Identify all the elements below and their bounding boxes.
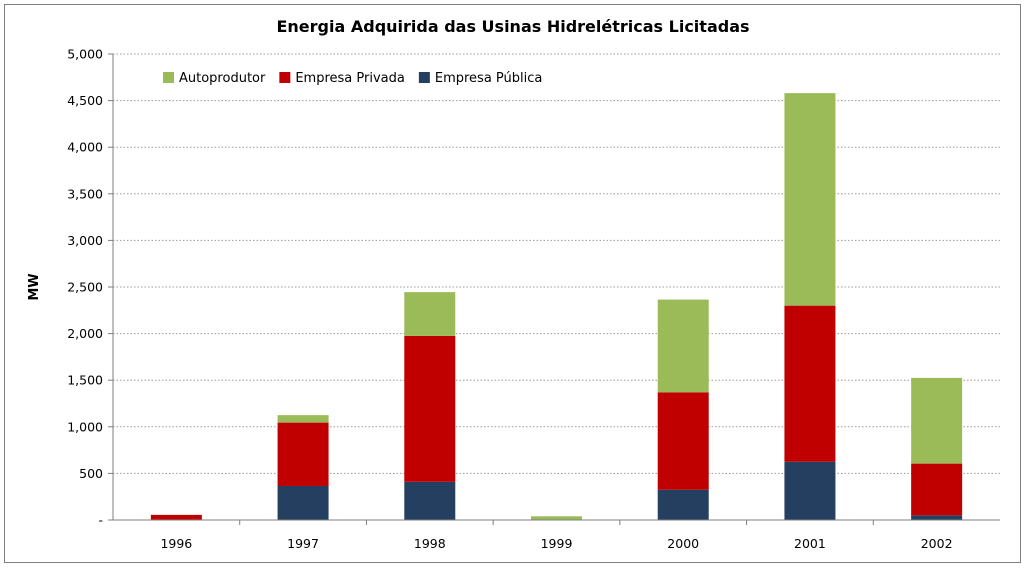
x-tick-label: 1996: [160, 536, 192, 551]
bar-segment: [277, 422, 329, 486]
y-axis-label: MW: [27, 273, 42, 300]
y-tick-label: 3,000: [67, 233, 103, 248]
y-axis: - 500 1,000 1,500 2,000 2,500 3,000 3,500 4,000 4…: [67, 47, 114, 528]
x-tick-label: 2001: [794, 536, 826, 551]
x-tick-label: 1998: [414, 536, 446, 551]
y-tick-label: -: [98, 513, 103, 528]
legend-swatch: [418, 72, 430, 83]
legend-swatch: [279, 72, 291, 83]
y-tick-label: 4,000: [67, 140, 103, 155]
y-tick-label: 1,500: [67, 373, 103, 388]
y-tick-label: 3,500: [67, 186, 103, 201]
y-tick-label: 1,000: [67, 419, 103, 434]
bar-segment: [911, 515, 963, 520]
bar-segment: [404, 292, 456, 336]
bar-segment: [911, 463, 963, 516]
y-tick-label: 500: [79, 466, 103, 481]
bar-segment: [911, 377, 963, 464]
legend-entry: Autoprodutor: [179, 71, 266, 86]
bar-segment: [404, 481, 456, 520]
x-tick-label: 1999: [541, 536, 573, 551]
bar-segment: [277, 485, 329, 520]
legend-swatch: [163, 72, 174, 83]
bar-segment: [784, 93, 836, 306]
bar-segment: [277, 415, 329, 423]
y-tick-label: 5,000: [67, 47, 103, 62]
x-tick-label: 2000: [667, 536, 699, 551]
bar-segment: [657, 392, 709, 490]
bar-segment: [657, 299, 709, 393]
legend: Autoprodutor Empresa Privada Empresa Públi…: [163, 71, 542, 86]
y-tick-label: 2,500: [67, 280, 103, 295]
bar-segment: [150, 514, 202, 520]
bar-segment: [657, 489, 709, 520]
x-tick-label: 1997: [287, 536, 319, 551]
bar-segment: [531, 516, 582, 520]
legend-entry: Empresa Privada: [295, 71, 405, 86]
legend-entry: Empresa Pública: [435, 71, 543, 86]
gridlines: [113, 53, 1000, 474]
bar-segment: [404, 335, 456, 482]
bar-segment: [784, 461, 836, 520]
y-tick-label: 2,000: [67, 326, 103, 341]
x-tick-label: 2002: [921, 536, 953, 551]
bar-segment: [784, 305, 836, 462]
chart-frame: [4, 4, 1021, 563]
y-tick-label: 4,500: [67, 93, 103, 108]
chart-title: Energia Adquirida das Usinas Hidrelétric…: [276, 17, 749, 36]
x-axis: 1996 1997 1998 1999 2000 2001 2002: [113, 519, 1000, 551]
bars: [150, 93, 963, 520]
